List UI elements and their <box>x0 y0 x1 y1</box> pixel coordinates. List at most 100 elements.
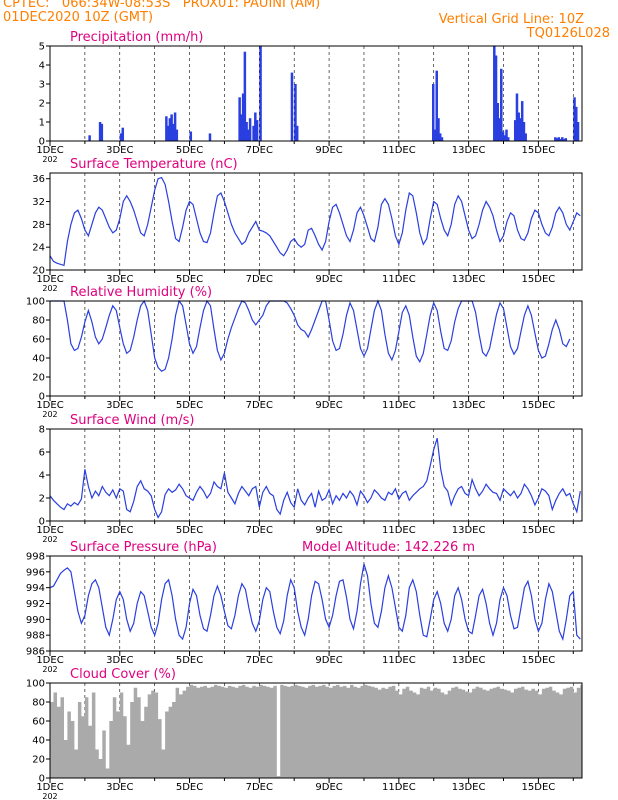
y-tick-label: 8 <box>39 425 45 436</box>
x-tick-label: 1DEC <box>36 525 63 536</box>
precip-bar <box>506 137 510 141</box>
x-tick-label: 7DEC <box>246 525 273 536</box>
panel-frame <box>49 300 583 397</box>
x-tick-label: 3DEC <box>106 145 133 156</box>
x-tick-label: 13DEC <box>452 274 486 285</box>
x-tick-label: 7DEC <box>246 400 273 411</box>
x-year-label: 202 <box>42 284 57 293</box>
precip-bar <box>494 55 498 141</box>
y-tick-label: 1 <box>39 118 45 129</box>
precip-bar <box>503 135 507 141</box>
y-tick-label: 32 <box>32 197 45 208</box>
precip-bar <box>513 120 517 141</box>
x-tick-label: 13DEC <box>452 400 486 411</box>
x-tick-label: 3DEC <box>106 782 133 793</box>
x-year-label: 202 <box>42 535 57 544</box>
precip-bar <box>88 135 91 141</box>
x-tick-label: 11DEC <box>382 400 416 411</box>
precip-bar <box>208 133 212 141</box>
y-tick-label: 986 <box>26 647 45 658</box>
precip-bar <box>166 125 170 141</box>
precip-bar <box>294 84 297 141</box>
x-tick-label: 5DEC <box>176 782 203 793</box>
precip-bar <box>100 123 104 141</box>
pressure-series-line <box>49 563 581 642</box>
y-tick-label: 2 <box>39 99 45 110</box>
panel-frame <box>49 172 583 271</box>
x-year-label: 202 <box>42 410 57 419</box>
precip-bar <box>254 112 257 141</box>
x-year-label: 202 <box>42 155 57 164</box>
y-tick-label: 2 <box>39 494 45 505</box>
y-tick-label: 80 <box>32 316 45 327</box>
x-tick-label: 9DEC <box>315 525 342 536</box>
x-tick-label: 5DEC <box>176 274 203 285</box>
wind-series-line <box>49 438 581 519</box>
panel-temp: 20 24 28 32 36 1DEC 3DEC 5DEC 7DEC 9DEC 11DEC 13DEC… <box>32 157 583 293</box>
y-tick-label: 60 <box>32 335 45 346</box>
y-tick-label: 992 <box>26 599 45 610</box>
y-tick-label: 0 <box>39 392 45 403</box>
precip-bar <box>522 122 526 141</box>
y-tick-label: 4 <box>39 471 45 482</box>
y-tick-label: 998 <box>26 552 45 563</box>
x-tick-label: 11DEC <box>382 525 416 536</box>
x-tick-label: 15DEC <box>522 400 556 411</box>
cloud-title: Cloud Cover (%) <box>70 667 176 682</box>
x-year-label: 202 <box>42 665 57 674</box>
y-tick-label: 996 <box>26 567 45 578</box>
precip-bar <box>500 68 503 141</box>
precip-bar <box>433 129 437 141</box>
precip-bar <box>245 122 248 141</box>
precip-bar <box>189 131 193 141</box>
y-tick-label: 24 <box>32 243 45 254</box>
y-tick-label: 100 <box>26 297 45 308</box>
precip-bar <box>501 131 505 141</box>
precip-bar <box>255 120 259 141</box>
precip-bar <box>168 118 172 141</box>
x-tick-label: 15DEC <box>522 145 556 156</box>
x-tick-label: 11DEC <box>382 655 416 666</box>
y-tick-label: 28 <box>32 220 45 231</box>
x-tick-label: 5DEC <box>176 145 203 156</box>
precip-bar <box>515 93 519 141</box>
x-tick-label: 9DEC <box>315 145 342 156</box>
precip-bar <box>295 125 299 141</box>
precip-bar <box>575 106 578 141</box>
precip-bar <box>496 103 500 141</box>
x-tick-label: 13DEC <box>452 145 486 156</box>
precip-bar <box>519 118 522 141</box>
x-tick-label: 3DEC <box>106 274 133 285</box>
precip-bar <box>98 122 102 141</box>
wind-title: Surface Wind (m/s) <box>70 413 194 428</box>
x-tick-label: 1DEC <box>36 145 63 156</box>
precip-bar <box>248 118 252 141</box>
x-tick-label: 13DEC <box>452 782 486 793</box>
y-tick-label: 100 <box>26 679 45 690</box>
panel-frame <box>49 45 583 142</box>
precip-bar <box>173 112 177 141</box>
cloud-cover-area <box>50 684 582 778</box>
precip-bar <box>557 137 561 141</box>
x-tick-label: 9DEC <box>315 400 342 411</box>
precip-bar <box>121 127 125 141</box>
panel-frame <box>49 428 583 522</box>
precip-bar <box>576 122 580 141</box>
y-tick-label: 36 <box>32 174 45 185</box>
x-tick-label: 11DEC <box>382 274 416 285</box>
x-tick-label: 1DEC <box>36 782 63 793</box>
precip-bar <box>247 129 250 141</box>
precip-bar <box>172 123 175 141</box>
x-tick-label: 5DEC <box>176 525 203 536</box>
y-tick-label: 0 <box>39 137 45 148</box>
y-tick-label: 3 <box>39 80 45 91</box>
precip-bar <box>290 72 294 141</box>
y-tick-label: 40 <box>32 736 45 747</box>
precip-bar <box>498 118 501 141</box>
precip-bar <box>524 133 527 141</box>
y-tick-label: 20 <box>32 373 45 384</box>
precip-bar <box>564 138 568 141</box>
temp-title: Surface Temperature (nC) <box>70 157 238 172</box>
panel-frame <box>49 682 583 779</box>
x-tick-label: 9DEC <box>315 782 342 793</box>
